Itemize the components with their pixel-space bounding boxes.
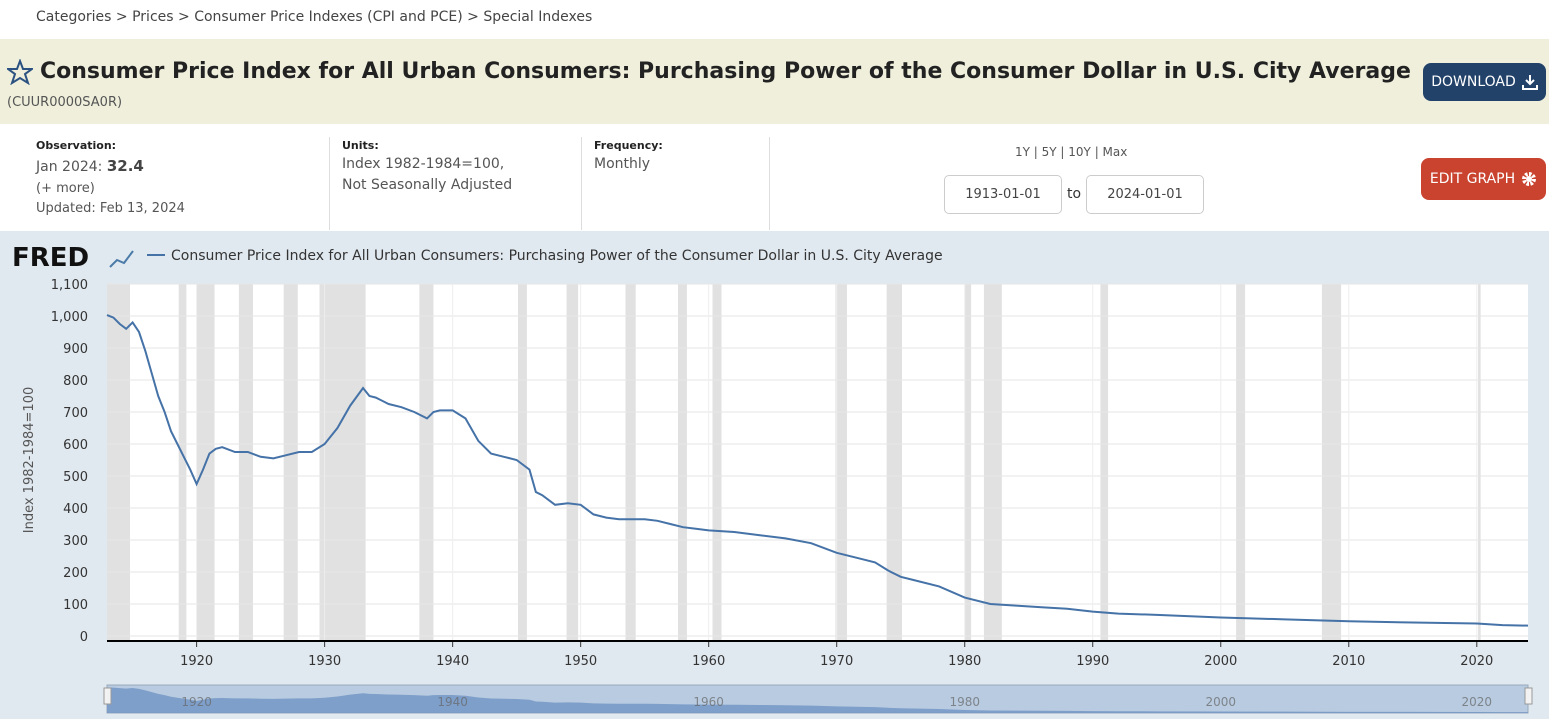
chart: FRED Consumer Price Index for All Urban … (0, 231, 1549, 719)
recession-band (964, 284, 972, 641)
recession-band (1100, 284, 1109, 641)
navigator-label: 1960 (693, 695, 724, 709)
series-title: Consumer Price Index for All Urban Consu… (40, 59, 1411, 84)
navigator-label: 1980 (949, 695, 980, 709)
navigator-label: 1940 (437, 695, 468, 709)
start-date[interactable]: 1913-01-01 (944, 175, 1062, 214)
label: Units: (342, 139, 379, 152)
navigator-label: 2000 (1205, 695, 1236, 709)
recession-band (283, 284, 298, 641)
recession-band (1478, 284, 1481, 641)
crumb[interactable]: Consumer Price Indexes (CPI and PCE) (194, 9, 463, 25)
y-tick-label: 200 (63, 566, 88, 581)
y-tick-label: 300 (63, 534, 88, 549)
range-links[interactable]: 1Y | 5Y | 10Y | Max (1015, 145, 1128, 159)
navigator-area (107, 687, 1528, 713)
x-tick-label: 1930 (308, 654, 341, 669)
recession-band (178, 284, 187, 641)
more-link[interactable]: (+ more) (36, 181, 95, 196)
recession-band (1236, 284, 1246, 641)
recession-band (886, 284, 902, 641)
crumb[interactable]: Categories (36, 9, 112, 25)
units: Index 1982-1984=100, (342, 156, 505, 172)
y-tick-label: 800 (63, 374, 88, 389)
observation-date: Jan 2024: (36, 159, 103, 175)
button-label: EDIT GRAPH (1429, 171, 1516, 187)
y-tick-label: 700 (63, 406, 88, 421)
star-icon[interactable] (7, 59, 33, 85)
separator (581, 137, 582, 230)
y-tick-label: 1,100 (51, 278, 88, 293)
navigator-label: 1920 (181, 695, 212, 709)
breadcrumb: Categories > Prices > Consumer Price Ind… (36, 9, 593, 25)
recession-band (319, 284, 366, 641)
download-button[interactable]: DOWNLOAD (1423, 63, 1546, 101)
label: Frequency: (594, 139, 663, 152)
y-tick-label: 0 (80, 630, 88, 645)
gear-icon (1522, 172, 1537, 186)
y-tick-label: 1,000 (51, 310, 88, 325)
crumb[interactable]: Prices (132, 9, 174, 25)
navigator-handle (103, 687, 112, 705)
button-label: DOWNLOAD (1431, 74, 1516, 90)
x-tick-label: 2000 (1204, 654, 1237, 669)
frequency: Monthly (594, 156, 651, 172)
recession-band (625, 284, 636, 641)
separator (329, 137, 330, 230)
x-tick-label: 1920 (180, 654, 213, 669)
y-tick-label: 500 (63, 470, 88, 485)
crumb[interactable]: Special Indexes (483, 9, 593, 25)
x-tick-label: 1990 (1076, 654, 1109, 669)
recession-band (107, 284, 131, 641)
navigator-label: 2020 (1462, 695, 1493, 709)
x-tick-label: 1950 (564, 654, 597, 669)
x-tick-label: 2010 (1332, 654, 1365, 669)
recession-band (419, 284, 434, 641)
end-date[interactable]: 2024-01-01 (1086, 175, 1204, 214)
x-tick-label: 1980 (948, 654, 981, 669)
navigator-handle (1524, 687, 1533, 705)
x-tick-label: 1970 (820, 654, 853, 669)
to-label: to (1067, 186, 1082, 202)
x-tick-label: 1960 (692, 654, 725, 669)
recession-band (238, 284, 253, 641)
edit-graph-button[interactable]: EDIT GRAPH (1421, 158, 1546, 200)
data-line (106, 314, 1529, 627)
x-tick-label: 2020 (1460, 654, 1493, 669)
y-axis-label: Index 1982-1984=100 (22, 387, 37, 534)
y-tick-label: 100 (63, 598, 88, 613)
observation-value: 32.4 (106, 157, 144, 175)
label: Observation: (36, 139, 117, 152)
recession-band (566, 284, 579, 641)
series-id: (CUUR0000SA0R) (7, 95, 123, 110)
download-icon (1521, 75, 1538, 90)
units: Not Seasonally Adjusted (342, 177, 513, 193)
y-tick-label: 600 (63, 438, 88, 453)
separator (769, 137, 770, 230)
y-tick-label: 900 (63, 342, 88, 357)
y-tick-label: 400 (63, 502, 88, 517)
recession-band (835, 284, 847, 641)
legend-label: Consumer Price Index for All Urban Consu… (171, 248, 943, 264)
x-tick-label: 1940 (436, 654, 469, 669)
recession-band (983, 284, 1002, 641)
recession-band (1321, 284, 1342, 641)
recession-band (677, 284, 687, 641)
recession-band (712, 284, 722, 641)
updated: Updated: Feb 13, 2024 (36, 201, 185, 216)
logo: FRED (12, 243, 89, 273)
logo-icon (109, 250, 134, 268)
header: Consumer Price Index for All Urban Consu… (0, 39, 1549, 124)
recession-band (517, 284, 527, 641)
